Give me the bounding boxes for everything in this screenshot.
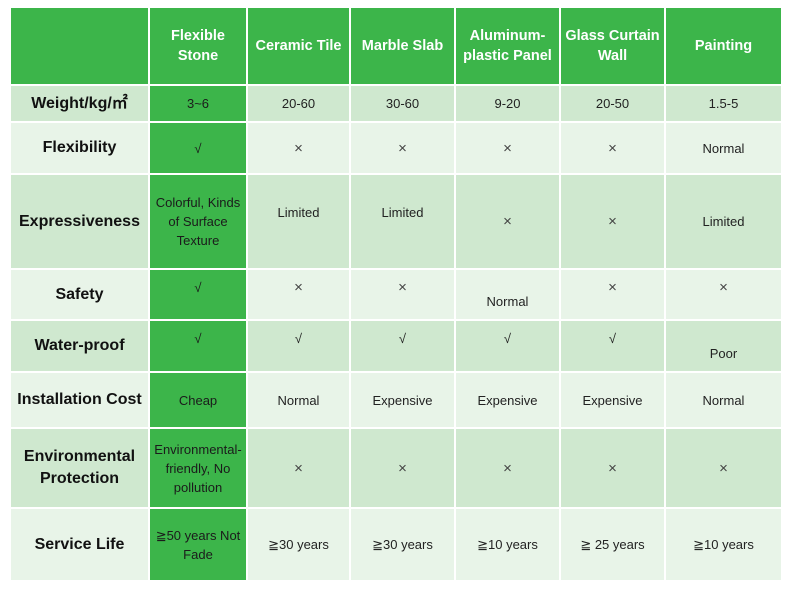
cell-cost-ceramic-tile: Normal	[246, 371, 351, 429]
header-corner	[9, 6, 150, 86]
cell-waterproof-aluminum-panel: √	[454, 319, 561, 373]
header-marble-slab: Marble Slab	[349, 6, 456, 86]
table-row-safety: Safety √ × × Normal × ×	[9, 268, 783, 321]
row-label-service-life: Service Life	[9, 507, 150, 582]
header-aluminum-plastic-panel: Aluminum-plastic Panel	[454, 6, 561, 86]
cell-expressiveness-flexible-stone: Colorful, Kinds of Surface Texture	[148, 173, 248, 270]
cell-flexibility-ceramic-tile: ×	[246, 121, 351, 175]
cell-expressiveness-glass-wall: ×	[559, 173, 666, 270]
row-label-environmental: Environmental Protection	[9, 427, 150, 509]
cell-environmental-glass-wall: ×	[559, 427, 666, 509]
cell-service-life-painting: ≧10 years	[664, 507, 783, 582]
cell-weight-painting: 1.5-5	[664, 84, 783, 123]
cell-expressiveness-ceramic-tile: Limited	[246, 173, 351, 270]
material-comparison-table: Flexible Stone Ceramic Tile Marble Slab …	[9, 6, 783, 582]
cell-weight-marble-slab: 30-60	[349, 84, 456, 123]
row-label-installation-cost: Installation Cost	[9, 371, 150, 429]
cell-cost-flexible-stone: Cheap	[148, 371, 248, 429]
header-glass-curtain-wall: Glass Curtain Wall	[559, 6, 666, 86]
table-row-environmental: Environmental Protection Environmental-f…	[9, 427, 783, 509]
cell-flexibility-aluminum-panel: ×	[454, 121, 561, 175]
cell-environmental-flexible-stone: Environmental-friendly, No pollution	[148, 427, 248, 509]
cell-service-life-glass-wall: ≧ 25 years	[559, 507, 666, 582]
cell-environmental-aluminum-panel: ×	[454, 427, 561, 509]
cell-waterproof-flexible-stone: √	[148, 319, 248, 373]
cell-service-life-marble-slab: ≧30 years	[349, 507, 456, 582]
cell-safety-marble-slab: ×	[349, 268, 456, 321]
row-label-waterproof: Water-proof	[9, 319, 150, 373]
cell-cost-painting: Normal	[664, 371, 783, 429]
table-row-weight: Weight/kg/㎡ 3~6 20-60 30-60 9-20 20-50 1…	[9, 84, 783, 123]
cell-safety-flexible-stone: √	[148, 268, 248, 321]
cell-waterproof-ceramic-tile: √	[246, 319, 351, 373]
cell-weight-ceramic-tile: 20-60	[246, 84, 351, 123]
cell-flexibility-marble-slab: ×	[349, 121, 456, 175]
header-painting: Painting	[664, 6, 783, 86]
table-header-row: Flexible Stone Ceramic Tile Marble Slab …	[9, 6, 783, 86]
row-label-flexibility: Flexibility	[9, 121, 150, 175]
table-row-flexibility: Flexibility √ × × × × Normal	[9, 121, 783, 175]
cell-cost-glass-wall: Expensive	[559, 371, 666, 429]
cell-expressiveness-painting: Limited	[664, 173, 783, 270]
cell-weight-aluminum-panel: 9-20	[454, 84, 561, 123]
cell-cost-aluminum-panel: Expensive	[454, 371, 561, 429]
table-row-waterproof: Water-proof √ √ √ √ √ Poor	[9, 319, 783, 373]
cell-environmental-painting: ×	[664, 427, 783, 509]
cell-expressiveness-aluminum-panel: ×	[454, 173, 561, 270]
table-row-service-life: Service Life ≧50 years Not Fade ≧30 year…	[9, 507, 783, 582]
cell-service-life-aluminum-panel: ≧10 years	[454, 507, 561, 582]
cell-service-life-ceramic-tile: ≧30 years	[246, 507, 351, 582]
cell-flexibility-painting: Normal	[664, 121, 783, 175]
cell-cost-marble-slab: Expensive	[349, 371, 456, 429]
cell-waterproof-glass-wall: √	[559, 319, 666, 373]
table-row-installation-cost: Installation Cost Cheap Normal Expensive…	[9, 371, 783, 429]
row-label-expressiveness: Expressiveness	[9, 173, 150, 270]
cell-safety-ceramic-tile: ×	[246, 268, 351, 321]
cell-environmental-ceramic-tile: ×	[246, 427, 351, 509]
cell-safety-glass-wall: ×	[559, 268, 666, 321]
row-label-safety: Safety	[9, 268, 150, 321]
header-ceramic-tile: Ceramic Tile	[246, 6, 351, 86]
cell-environmental-marble-slab: ×	[349, 427, 456, 509]
comparison-table-container: Flexible Stone Ceramic Tile Marble Slab …	[9, 6, 783, 582]
cell-flexibility-flexible-stone: √	[148, 121, 248, 175]
cell-weight-flexible-stone: 3~6	[148, 84, 248, 123]
cell-waterproof-painting: Poor	[664, 319, 783, 373]
cell-expressiveness-marble-slab: Limited	[349, 173, 456, 270]
cell-safety-painting: ×	[664, 268, 783, 321]
cell-flexibility-glass-wall: ×	[559, 121, 666, 175]
cell-service-life-flexible-stone: ≧50 years Not Fade	[148, 507, 248, 582]
table-row-expressiveness: Expressiveness Colorful, Kinds of Surfac…	[9, 173, 783, 270]
cell-waterproof-marble-slab: √	[349, 319, 456, 373]
header-flexible-stone: Flexible Stone	[148, 6, 248, 86]
cell-weight-glass-wall: 20-50	[559, 84, 666, 123]
row-label-weight: Weight/kg/㎡	[9, 84, 150, 123]
cell-safety-aluminum-panel: Normal	[454, 268, 561, 321]
